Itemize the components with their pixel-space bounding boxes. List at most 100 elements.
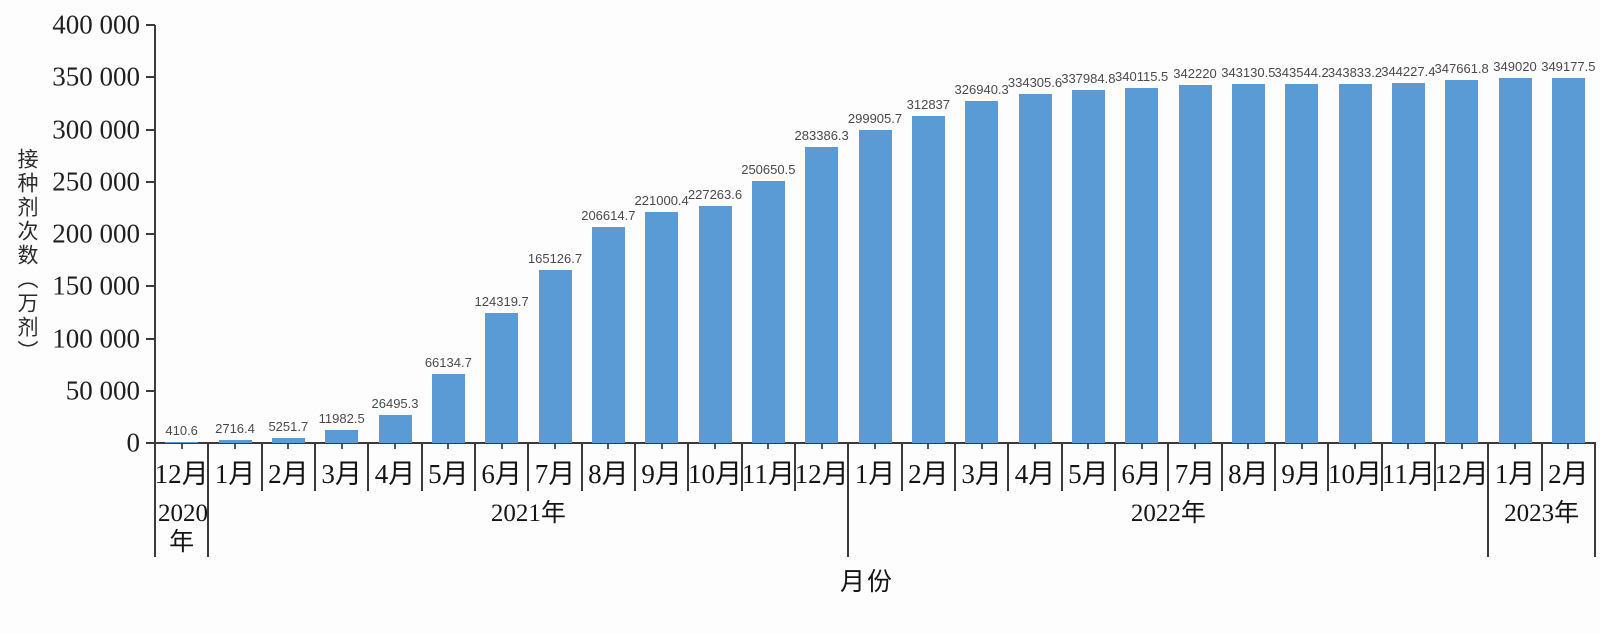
year-group-label: 2020年: [157, 500, 208, 556]
x-axis-tick: [1247, 444, 1250, 449]
y-axis-tick: [146, 128, 155, 131]
bar: [591, 227, 625, 443]
month-label: 3月: [961, 459, 1002, 489]
y-tick-label: 50 000: [65, 375, 140, 406]
month-label: 3月: [321, 459, 362, 489]
bar-value-label: 206614.7: [581, 208, 636, 224]
bar-value-label: 340115.5: [1115, 68, 1169, 84]
x-axis-tick: [1460, 444, 1463, 449]
bar: [1498, 78, 1532, 443]
bar-value-label: 410.6: [165, 423, 198, 438]
month-separator: [740, 443, 743, 491]
y-axis-tick: [146, 76, 155, 79]
month-label: 2月: [1548, 459, 1589, 489]
y-axis-tick: [146, 337, 155, 340]
y-tick-label: 250 000: [52, 166, 140, 197]
y-axis-line: [154, 25, 156, 557]
bar: [805, 146, 839, 443]
y-axis-tick: [146, 24, 155, 26]
year-group-label: 2021年: [490, 500, 566, 527]
year-separator: [1594, 443, 1596, 557]
month-label: 8月: [1228, 459, 1269, 489]
x-axis-tick: [500, 444, 503, 449]
month-label: 2月: [268, 459, 309, 489]
bar: [485, 313, 519, 443]
bar-value-label: 2716.4: [215, 421, 255, 437]
bar-value-label: 299905.7: [847, 110, 903, 126]
month-label: 1月: [854, 459, 896, 489]
y-axis-tick: [146, 442, 155, 444]
x-axis-tick: [234, 444, 236, 449]
y-axis-title: 接种剂次数（万剂）: [15, 148, 39, 364]
bar: [645, 212, 679, 443]
month-separator: [900, 443, 903, 491]
x-axis-tick: [874, 444, 876, 449]
bar: [165, 442, 199, 443]
bar-value-label: 349177.5: [1541, 59, 1596, 75]
bar-value-label: 344227.4: [1381, 64, 1436, 80]
month-label: 6月: [481, 459, 522, 489]
y-tick-label: 150 000: [52, 270, 140, 301]
year-separator: [207, 443, 210, 557]
bar: [1391, 83, 1425, 443]
bar-value-label: 66134.7: [424, 354, 472, 370]
month-separator: [314, 443, 316, 491]
bar: [1445, 79, 1479, 443]
y-axis-tick: [146, 233, 155, 235]
month-separator: [420, 443, 423, 491]
month-label: 2月: [908, 459, 949, 489]
bar-value-label: 343833.2: [1327, 64, 1383, 80]
y-axis-tick: [146, 180, 155, 183]
bar-value-label: 347661.8: [1434, 60, 1489, 76]
month-separator: [1380, 443, 1383, 491]
month-separator: [474, 443, 476, 491]
x-axis-tick: [287, 444, 290, 449]
month-label: 12月: [154, 459, 209, 489]
month-label: 4月: [374, 459, 416, 489]
bar: [1285, 83, 1319, 443]
y-tick-label: 400 000: [52, 9, 140, 40]
bar-value-label: 283386.3: [794, 127, 849, 143]
x-axis-tick: [180, 444, 183, 449]
x-axis-tick: [1354, 444, 1356, 449]
year-separator: [847, 443, 850, 557]
bar: [1551, 78, 1585, 443]
year-separator: [1487, 443, 1490, 557]
month-label: 5月: [428, 459, 469, 489]
month-separator: [260, 443, 263, 491]
month-separator: [527, 443, 530, 491]
bar: [698, 205, 732, 443]
month-label: 12月: [1434, 459, 1489, 489]
month-label: 11月: [1381, 459, 1435, 489]
y-tick-label: 300 000: [52, 114, 140, 144]
x-axis-tick: [447, 444, 450, 449]
x-axis-tick: [1087, 444, 1090, 449]
y-tick-label: 200 000: [52, 218, 140, 249]
month-separator: [1327, 443, 1330, 491]
bar-value-label: 5251.7: [268, 418, 309, 434]
month-label: 7月: [1174, 459, 1216, 489]
x-axis-tick: [1567, 444, 1570, 449]
y-tick-label: 100 000: [52, 323, 140, 353]
month-separator: [1007, 443, 1010, 491]
month-label: 1月: [214, 459, 256, 489]
bar: [1071, 89, 1105, 443]
month-label: 4月: [1014, 459, 1056, 489]
month-separator: [634, 443, 636, 491]
y-axis-tick: [146, 389, 155, 392]
bar-value-label: 250650.5: [741, 162, 796, 178]
x-axis-tick: [714, 444, 716, 449]
month-label: 10月: [688, 459, 742, 489]
y-tick-label: 350 000: [52, 61, 140, 92]
bar-value-label: 165126.7: [527, 251, 583, 267]
month-separator: [1114, 443, 1116, 491]
bar: [911, 116, 945, 443]
month-label: 11月: [741, 459, 795, 489]
month-separator: [1434, 443, 1436, 491]
bar-value-label: 337984.8: [1061, 70, 1116, 86]
bar: [751, 181, 785, 443]
bar: [965, 101, 999, 443]
y-axis-tick: [146, 285, 155, 288]
year-separator: [154, 443, 156, 557]
